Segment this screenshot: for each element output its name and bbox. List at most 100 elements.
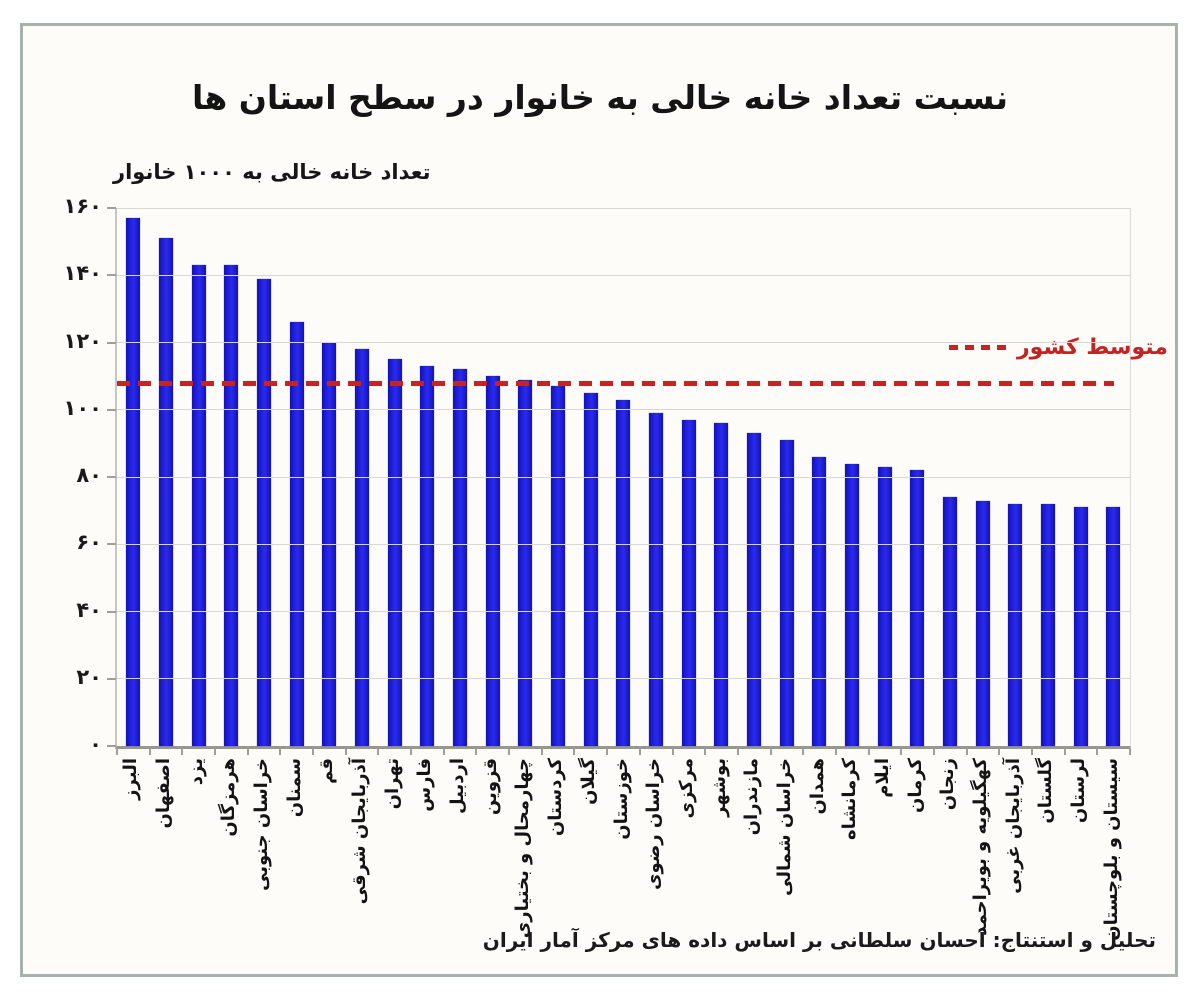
y-tick-mark-60: [107, 543, 116, 546]
average-line-legend: متوسط کشور: [949, 335, 1168, 360]
x-tick-mark: [1063, 748, 1066, 755]
x-label-گلستان: گلستان: [1035, 758, 1057, 824]
x-tick-mark: [1129, 748, 1131, 755]
bar-زنجان: [943, 497, 958, 746]
bar-slot: [280, 208, 313, 746]
bar-سمنان: [289, 322, 304, 746]
x-tick-mark: [932, 748, 935, 755]
y-tick-mark-80: [107, 476, 116, 478]
legend-label: متوسط کشور: [1017, 334, 1168, 360]
bar-کردستان: [551, 386, 566, 746]
plot-area: متوسط کشور: [107, 207, 1168, 755]
x-tick-mark: [965, 748, 968, 755]
x-label-بوشهر: بوشهر: [708, 758, 730, 817]
bar-البرز: [126, 218, 141, 746]
x-tick-mark: [834, 748, 837, 755]
y-tick-mark-40: [107, 610, 116, 613]
gridline-120: [117, 342, 1130, 343]
x-label-کهگیلویه و بویراحمد: کهگیلویه و بویراحمد: [969, 758, 991, 936]
y-axis-unit-label: تعداد خانه خالی به ۱۰۰۰ خانوار: [113, 160, 431, 184]
x-tick-mark: [540, 748, 543, 755]
x-tick-mark: [606, 748, 609, 755]
y-tick-label-140: ۱۴۰: [63, 261, 102, 286]
bar-slot: [509, 208, 542, 746]
bar-لرستان: [1073, 507, 1088, 746]
bar-فارس: [420, 366, 435, 746]
x-tick-mark: [344, 748, 347, 755]
x-label-مازندران: مازندران: [741, 758, 763, 836]
bar-slot: [411, 208, 444, 746]
bar-slot: [640, 208, 673, 746]
bar-خراسان رضوی: [649, 413, 664, 746]
x-label-هرمزگان: هرمزگان: [218, 758, 240, 837]
bar-خراسان شمالی: [779, 440, 794, 746]
bar-slot: [476, 208, 509, 746]
x-label-خوزستان: خوزستان: [610, 758, 632, 840]
x-label-آذربایجان غربی: آذربایجان غربی: [1002, 758, 1024, 894]
x-tick-mark: [246, 748, 249, 755]
bar-slot: [966, 208, 999, 746]
bar-مازندران: [747, 433, 762, 746]
y-tick-label-40: ۴۰: [76, 597, 102, 622]
bar-یزد: [191, 265, 206, 746]
bar-slot: [346, 208, 379, 746]
x-label-سمنان: سمنان: [283, 758, 305, 818]
x-tick-mark: [638, 748, 641, 755]
x-label-سیستان و بلوچستان: سیستان و بلوچستان: [1100, 758, 1122, 941]
bar-slot: [868, 208, 901, 746]
x-tick-mark: [736, 748, 739, 755]
gridline-100: [117, 409, 1130, 411]
bar-slot: [607, 208, 640, 746]
bar-ایلام: [877, 466, 892, 746]
x-label-البرز: البرز: [120, 758, 142, 800]
x-label-تهران: تهران: [381, 758, 403, 810]
bar-قزوین: [485, 376, 500, 746]
gridline-40: [117, 611, 1130, 612]
x-label-زنجان: زنجان: [937, 758, 959, 811]
y-tick-mark-160: [107, 207, 116, 209]
x-tick-mark: [377, 748, 380, 755]
bar-slot: [117, 208, 150, 746]
x-tick-mark: [1030, 748, 1033, 755]
x-label-همدان: همدان: [806, 758, 828, 815]
y-tick-mark-0: [107, 745, 116, 747]
x-tick-mark: [181, 748, 184, 755]
bar-slot: [378, 208, 411, 746]
x-tick-mark: [867, 748, 870, 755]
x-label-یزد: یزد: [185, 758, 207, 786]
x-tick-mark: [998, 748, 1001, 755]
x-label-لرستان: لرستان: [1067, 758, 1089, 824]
gridline-140: [117, 274, 1130, 276]
x-label-قم: قم: [316, 758, 338, 784]
bar-بوشهر: [714, 423, 729, 746]
average-dashed-line: [117, 380, 1114, 386]
gridline-80: [117, 476, 1130, 478]
x-label-اصفهان: اصفهان: [153, 758, 175, 829]
bar-slot: [1064, 208, 1097, 746]
bar-slot: [1032, 208, 1065, 746]
x-tick-mark: [312, 748, 315, 755]
x-label-قزوین: قزوین: [479, 758, 501, 816]
x-tick-mark: [508, 748, 511, 755]
y-tick-label-60: ۶۰: [76, 530, 102, 555]
bar-گلستان: [1041, 503, 1056, 746]
legend-dash-icon: [949, 344, 1007, 350]
y-tick-label-0: ۰: [89, 732, 102, 756]
bar-slot: [705, 208, 738, 746]
x-label-چهارمحال و بختیاری: چهارمحال و بختیاری: [512, 758, 534, 939]
bar-slot: [444, 208, 477, 746]
x-tick-mark: [148, 748, 151, 755]
bar-کرمانشاه: [845, 463, 860, 746]
bar-slot: [999, 208, 1032, 746]
x-label-کرمان: کرمان: [904, 758, 926, 813]
x-label-آذربایجان شرقی: آذربایجان شرقی: [349, 758, 371, 905]
bar-slot: [150, 208, 183, 746]
x-tick-mark: [442, 748, 445, 755]
bar-مرکزی: [681, 419, 696, 746]
x-label-گیلان: گیلان: [577, 758, 599, 805]
bar-سیستان و بلوچستان: [1106, 507, 1121, 746]
bar-slot: [770, 208, 803, 746]
y-tick-label-160: ۱۶۰: [63, 194, 102, 218]
bar-گیلان: [583, 392, 598, 746]
bar-slot: [934, 208, 967, 746]
